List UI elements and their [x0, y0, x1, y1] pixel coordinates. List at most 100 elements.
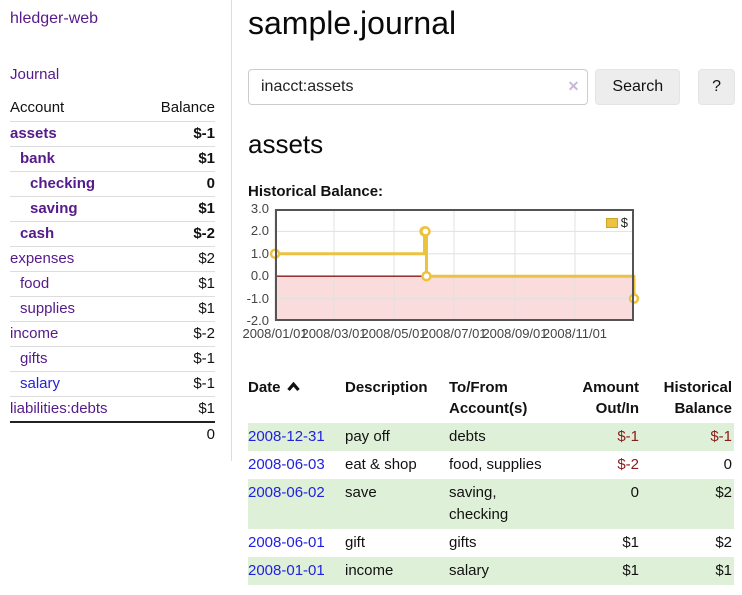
account-balance: $1 — [141, 296, 215, 322]
column-header-balance: Historical Balance — [663, 379, 732, 417]
accounts-total-spacer — [10, 421, 142, 447]
table-row: 2008-12-31 pay off debts $-1 $-1 — [248, 423, 734, 451]
table-row: 2008-01-01 income salary $1 $1 — [248, 557, 734, 585]
transaction-date-link[interactable]: 2008-12-31 — [248, 428, 325, 445]
transaction-date-link[interactable]: 2008-01-01 — [248, 562, 325, 579]
transaction-description: save — [345, 484, 377, 501]
transaction-description: eat & shop — [345, 456, 417, 473]
account-link[interactable]: saving — [30, 200, 78, 217]
account-row: expenses $2 — [10, 246, 215, 272]
account-link[interactable]: expenses — [10, 250, 75, 267]
transaction-amount: 0 — [630, 484, 639, 501]
transaction-amount: $1 — [622, 534, 639, 551]
account-row: cash $-2 — [10, 221, 215, 247]
column-header-accounts: To/From Account(s) — [449, 379, 528, 417]
account-cell: checking — [10, 171, 142, 197]
transaction-description: pay off — [345, 428, 390, 445]
column-header-description: Description — [345, 379, 428, 396]
transaction-date-link[interactable]: 2008-06-01 — [248, 534, 325, 551]
register-table: Date Description To/From Account(s) Amou… — [248, 375, 734, 585]
column-header-date[interactable]: Date — [248, 375, 345, 423]
account-row: checking 0 — [10, 171, 215, 197]
account-link[interactable]: liabilities:debts — [10, 400, 108, 417]
transaction-date-cell: 2008-12-31 — [248, 423, 345, 451]
accounts-header-row: Account Balance — [10, 96, 215, 122]
account-balance: $-2 — [141, 221, 215, 247]
chart-y-axis-labels: 3.0 2.0 1.0 0.0 -1.0 -2.0 — [246, 201, 269, 328]
table-row: 2008-06-02 save saving, checking 0 $2 — [248, 479, 734, 529]
account-cell: food — [10, 271, 142, 297]
account-row: salary $-1 — [10, 371, 215, 397]
account-row: food $1 — [10, 271, 215, 297]
account-balance: $-2 — [141, 321, 215, 347]
transaction-description: income — [345, 562, 394, 579]
account-row: assets $-1 — [10, 121, 215, 147]
table-row: 2008-06-03 eat & shop food, supplies $-2… — [248, 451, 734, 479]
transaction-date-cell: 2008-06-01 — [248, 529, 345, 557]
transaction-date-cell: 2008-06-02 — [248, 479, 345, 529]
search-clear-icon[interactable]: ✕ — [567, 78, 580, 94]
accounts-table: Account Balance assets $-1 bank $1 check… — [10, 96, 215, 447]
account-cell: cash — [10, 221, 142, 247]
search-bar: ✕ Search ? — [248, 69, 735, 105]
chart-section-label: Historical Balance: — [248, 183, 384, 200]
transaction-accounts: saving, checking — [449, 484, 509, 523]
account-row: saving $1 — [10, 196, 215, 222]
account-link[interactable]: bank — [20, 150, 56, 167]
column-header-amount: Amount Out/In — [582, 379, 639, 417]
transaction-date-cell: 2008-01-01 — [248, 557, 345, 585]
account-link[interactable]: assets — [10, 125, 57, 142]
account-balance: 0 — [141, 171, 215, 197]
transaction-balance: 0 — [723, 456, 732, 473]
account-cell: bank — [10, 146, 142, 172]
account-cell: salary — [10, 371, 142, 397]
account-row: income $-2 — [10, 321, 215, 347]
transaction-accounts: gifts — [449, 534, 477, 551]
register-header-row: Date Description To/From Account(s) Amou… — [248, 375, 734, 423]
chart-legend: $ — [603, 214, 630, 231]
account-link[interactable]: gifts — [20, 350, 48, 367]
account-link[interactable]: supplies — [20, 300, 76, 317]
account-cell: income — [10, 321, 142, 347]
account-balance: $1 — [141, 271, 215, 297]
account-row: liabilities:debts $1 — [10, 396, 215, 422]
account-row: supplies $1 — [10, 296, 215, 322]
transaction-date-link[interactable]: 2008-06-02 — [248, 484, 325, 501]
transaction-date-link[interactable]: 2008-06-03 — [248, 456, 325, 473]
accounts-column-header-account: Account — [10, 99, 65, 116]
transaction-accounts: salary — [449, 562, 490, 579]
account-link[interactable]: checking — [30, 175, 96, 192]
account-balance: $-1 — [141, 371, 215, 397]
transaction-date-cell: 2008-06-03 — [248, 451, 345, 479]
account-link[interactable]: income — [10, 325, 59, 342]
historical-balance-chart: 3.0 2.0 1.0 0.0 -1.0 -2.0 $ 2008/01/01 2008/03… — [242, 201, 735, 347]
account-cell: expenses — [10, 246, 142, 272]
sidebar: hledger-web Journal Account Balance asse… — [0, 0, 232, 461]
chart-plot-area[interactable]: $ — [269, 209, 640, 321]
account-balance: $1 — [141, 196, 215, 222]
account-cell: liabilities:debts — [10, 396, 142, 422]
help-button[interactable]: ? — [698, 69, 735, 105]
transaction-balance: $1 — [715, 562, 732, 579]
table-row: 2008-06-01 gift gifts $1 $2 — [248, 529, 734, 557]
transaction-amount: $1 — [622, 562, 639, 579]
transaction-accounts: debts — [449, 428, 486, 445]
transaction-description: gift — [345, 534, 366, 551]
sidebar-item-journal[interactable]: Journal — [10, 66, 60, 83]
account-link[interactable]: salary — [20, 375, 61, 392]
page-title: sample.journal — [248, 5, 457, 41]
account-cell: supplies — [10, 296, 142, 322]
search-input[interactable] — [248, 69, 589, 105]
transaction-accounts: food, supplies — [449, 456, 542, 473]
sort-asc-icon — [286, 379, 300, 396]
account-link[interactable]: food — [20, 275, 50, 292]
legend-label: $ — [620, 215, 628, 230]
brand-link[interactable]: hledger-web — [10, 10, 99, 27]
search-button[interactable]: Search — [595, 69, 681, 105]
account-link[interactable]: cash — [20, 225, 55, 242]
column-header-date-label: Date — [248, 379, 281, 396]
transaction-amount: $-1 — [617, 428, 639, 445]
account-row: gifts $-1 — [10, 346, 215, 372]
chart-x-axis-labels: 2008/01/01 2008/03/01 2008/05/01 2008/07/01… — [242, 326, 608, 341]
